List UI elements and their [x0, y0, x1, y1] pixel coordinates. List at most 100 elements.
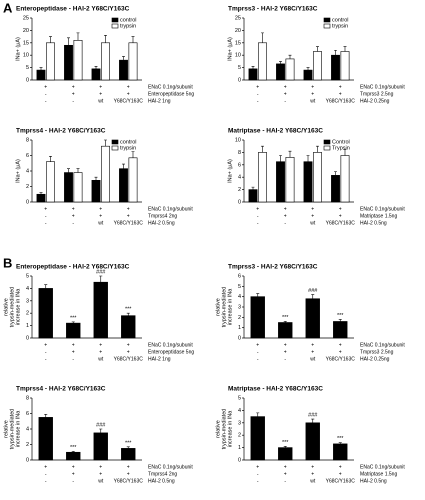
chart-title: Matriptase - HAI-2 Y68C/Y163C: [228, 128, 323, 135]
bar: [101, 145, 110, 203]
condition-mark: +: [127, 84, 130, 90]
bar: [46, 42, 55, 81]
y-tick-label: 10: [235, 53, 241, 59]
bar: [91, 68, 101, 81]
y-tick-label: 1: [26, 323, 29, 329]
y-tick-label: 5: [26, 273, 29, 279]
error-bar: [122, 56, 126, 61]
bar: [66, 322, 81, 339]
annotation: ###: [96, 269, 106, 275]
error-bar: [306, 67, 310, 71]
condition-mark: +: [339, 342, 342, 348]
y-tick-label: 1: [238, 445, 241, 451]
y-axis-label: INa+ (µA): [227, 159, 233, 183]
condition-mark: +: [311, 206, 314, 212]
chart-title: Tmprss3 - HAI-2 Y68C/Y163C: [228, 264, 318, 271]
error-bar: [315, 46, 319, 52]
bar: [305, 422, 320, 461]
y-tick-label: 0: [238, 199, 241, 205]
condition-mark: +: [72, 206, 75, 212]
condition-mark: wt: [310, 356, 316, 362]
bar: [305, 298, 320, 339]
error-bar: [343, 149, 347, 156]
condition-mark: +: [311, 213, 314, 219]
condition-mark: +: [44, 84, 47, 90]
error-bar: [39, 67, 43, 71]
error-bar: [44, 413, 48, 418]
annotation: ***: [282, 315, 289, 321]
bar: [276, 161, 285, 203]
y-tick-label: 5: [238, 65, 241, 71]
condition-mark: +: [127, 342, 130, 348]
error-bar: [306, 155, 310, 162]
y-tick-label: 4: [238, 408, 241, 414]
error-bar: [311, 418, 315, 423]
bar: [285, 157, 295, 203]
error-bar: [315, 145, 319, 153]
condition-mark: +: [284, 471, 287, 477]
legend-swatch: [111, 139, 119, 145]
y-tick-label: 0: [26, 457, 29, 463]
condition-label: ENaC 0.1ng/subunit: [360, 342, 405, 348]
error-bar: [131, 36, 135, 43]
condition-label: HAI-2 1ng: [148, 356, 171, 362]
bar: [36, 69, 46, 81]
condition-mark: +: [44, 464, 47, 470]
annotation: ###: [308, 288, 318, 294]
condition-mark: +: [99, 91, 102, 97]
annotation: ***: [282, 440, 289, 446]
bar: [278, 322, 293, 339]
condition-mark: -: [72, 478, 74, 484]
condition-mark: +: [99, 342, 102, 348]
error-bar: [343, 46, 347, 52]
condition-mark: -: [257, 478, 259, 484]
error-bar: [39, 192, 43, 195]
condition-mark: wt: [310, 220, 316, 226]
condition-mark: +: [284, 91, 287, 97]
panel-label: B: [3, 255, 12, 270]
y-tick-label: 20: [23, 28, 29, 34]
y-tick-label: 10: [23, 53, 29, 59]
error-bar: [44, 284, 48, 289]
error-bar: [94, 66, 98, 69]
condition-mark: -: [45, 220, 47, 226]
condition-mark: +: [339, 471, 342, 477]
y-tick-label: 4: [26, 426, 29, 432]
error-bar: [283, 446, 287, 448]
bar: [38, 417, 53, 461]
bar: [313, 152, 322, 203]
condition-mark: -: [45, 478, 47, 484]
condition-mark: +: [99, 349, 102, 355]
condition-mark: +: [256, 464, 259, 470]
legend-label: trypsin: [120, 145, 136, 151]
error-bar: [76, 32, 80, 41]
condition-mark: wt: [98, 98, 104, 104]
condition-label: HAI-2 0.5ng: [360, 478, 387, 484]
y-tick-label: 0: [238, 77, 241, 83]
condition-label: ENaC 0.1ng/subunit: [148, 84, 193, 90]
legend-label: Trypsin: [332, 145, 350, 151]
condition-label: HAI-2 0.5ng: [360, 220, 387, 226]
error-bar: [279, 61, 283, 64]
condition-mark: -: [257, 213, 259, 219]
legend-swatch: [111, 17, 119, 23]
y-tick-label: 2: [26, 442, 29, 448]
error-bar: [256, 293, 260, 297]
condition-mark: -: [45, 98, 47, 104]
condition-mark: +: [311, 349, 314, 355]
bar: [128, 157, 138, 203]
condition-mark: +: [127, 206, 130, 212]
condition-label: HAI-2 0.25ng: [360, 356, 390, 362]
condition-mark: +: [311, 91, 314, 97]
y-tick-label: 8: [238, 150, 241, 156]
bar: [313, 51, 322, 81]
legend-swatch: [111, 23, 119, 29]
y-tick-label: 4: [238, 175, 241, 181]
condition-label: HAI-2 1ng: [148, 98, 171, 104]
legend-label: Control: [332, 139, 350, 145]
condition-mark: -: [45, 471, 47, 477]
condition-mark: +: [99, 471, 102, 477]
y-axis-label: relative: [3, 420, 9, 438]
condition-mark: +: [127, 471, 130, 477]
y-tick-label: 3: [238, 304, 241, 310]
